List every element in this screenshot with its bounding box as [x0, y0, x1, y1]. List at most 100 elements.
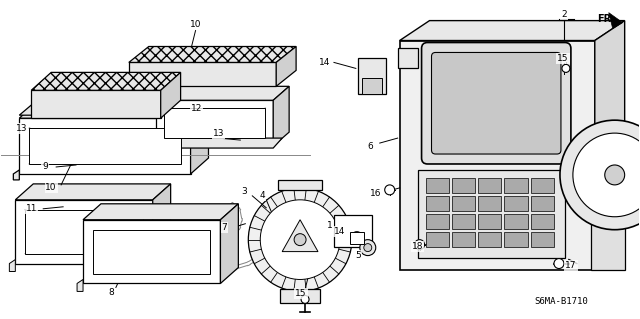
Polygon shape [276, 47, 296, 86]
Text: 16: 16 [370, 189, 381, 198]
Polygon shape [531, 178, 554, 193]
Polygon shape [83, 204, 238, 220]
Circle shape [554, 259, 564, 269]
Text: 11: 11 [26, 204, 37, 213]
Circle shape [301, 295, 309, 303]
Polygon shape [417, 170, 565, 257]
Circle shape [415, 240, 424, 249]
Polygon shape [280, 289, 320, 303]
Polygon shape [350, 232, 364, 244]
Circle shape [351, 232, 363, 244]
Polygon shape [478, 232, 501, 247]
Text: 15: 15 [295, 289, 307, 298]
Text: 10: 10 [190, 20, 202, 29]
Text: 18: 18 [412, 242, 423, 251]
Polygon shape [504, 214, 528, 229]
Polygon shape [129, 47, 296, 63]
Circle shape [573, 133, 640, 217]
Text: 13: 13 [212, 129, 224, 137]
Polygon shape [504, 178, 528, 193]
Polygon shape [426, 196, 449, 211]
Text: 14: 14 [334, 227, 346, 236]
FancyBboxPatch shape [431, 52, 561, 154]
Polygon shape [191, 102, 209, 174]
Text: 15: 15 [557, 54, 569, 63]
Text: 12: 12 [191, 104, 202, 113]
Polygon shape [15, 200, 153, 263]
Polygon shape [399, 41, 595, 270]
Polygon shape [478, 196, 501, 211]
Polygon shape [478, 214, 501, 229]
Circle shape [260, 200, 340, 279]
Text: 1: 1 [327, 221, 333, 230]
Text: 14: 14 [319, 58, 331, 67]
Text: 9: 9 [42, 162, 48, 172]
Polygon shape [19, 102, 209, 118]
Polygon shape [504, 196, 528, 211]
Polygon shape [93, 230, 211, 273]
Polygon shape [273, 86, 289, 146]
Polygon shape [156, 86, 289, 100]
Polygon shape [129, 63, 276, 86]
Polygon shape [478, 178, 501, 193]
Polygon shape [595, 21, 625, 270]
Polygon shape [452, 196, 475, 211]
Polygon shape [426, 214, 449, 229]
Text: 4: 4 [259, 191, 265, 200]
Polygon shape [609, 13, 623, 29]
Polygon shape [358, 58, 386, 94]
Polygon shape [531, 214, 554, 229]
Text: 10: 10 [45, 183, 57, 192]
Circle shape [294, 234, 306, 246]
Polygon shape [452, 214, 475, 229]
Polygon shape [13, 170, 19, 180]
Text: S6MA-B1710: S6MA-B1710 [534, 297, 588, 306]
Polygon shape [156, 138, 282, 148]
Polygon shape [531, 232, 554, 247]
Polygon shape [26, 210, 143, 254]
Polygon shape [334, 215, 372, 247]
Text: FR.: FR. [596, 14, 615, 24]
Circle shape [360, 240, 376, 256]
FancyBboxPatch shape [422, 42, 571, 164]
Polygon shape [426, 232, 449, 247]
Polygon shape [83, 220, 220, 284]
Polygon shape [15, 184, 171, 200]
Polygon shape [31, 72, 180, 90]
Polygon shape [220, 204, 238, 284]
Text: 5: 5 [355, 251, 361, 260]
Circle shape [364, 244, 372, 252]
Text: 17: 17 [565, 261, 577, 270]
Polygon shape [282, 220, 318, 252]
Polygon shape [426, 178, 449, 193]
Polygon shape [77, 279, 83, 292]
Polygon shape [156, 100, 273, 146]
Polygon shape [161, 72, 180, 118]
Polygon shape [10, 260, 15, 271]
Polygon shape [19, 104, 108, 115]
Polygon shape [397, 48, 417, 68]
Polygon shape [399, 21, 625, 41]
Circle shape [385, 185, 395, 195]
Circle shape [605, 165, 625, 185]
Text: 8: 8 [108, 288, 114, 297]
Polygon shape [278, 180, 322, 190]
Circle shape [248, 188, 352, 292]
Polygon shape [19, 118, 191, 174]
Text: 6: 6 [367, 142, 372, 151]
Polygon shape [362, 78, 381, 94]
Text: 13: 13 [15, 124, 27, 133]
Polygon shape [29, 128, 180, 164]
Polygon shape [504, 232, 528, 247]
Polygon shape [31, 90, 161, 118]
Polygon shape [531, 196, 554, 211]
Polygon shape [452, 178, 475, 193]
Circle shape [562, 64, 570, 72]
Circle shape [560, 120, 640, 230]
Polygon shape [164, 108, 265, 138]
Text: 7: 7 [221, 223, 227, 232]
Text: 2: 2 [561, 10, 567, 19]
Polygon shape [452, 232, 475, 247]
Polygon shape [153, 184, 171, 263]
Polygon shape [591, 140, 625, 270]
